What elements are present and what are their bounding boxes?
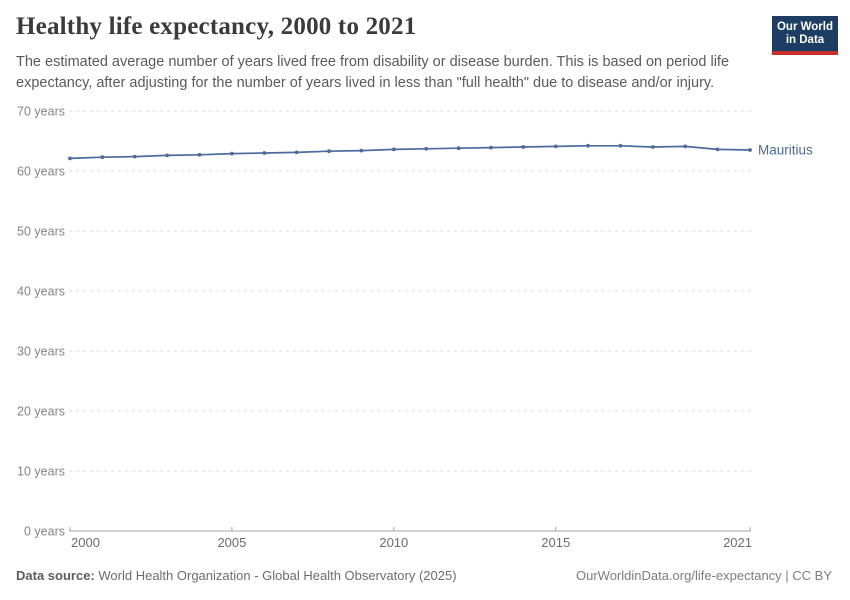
data-point[interactable]: [262, 151, 267, 155]
data-point[interactable]: [165, 153, 170, 158]
y-axis-tick-label: 60 years: [17, 165, 65, 179]
data-point[interactable]: [521, 145, 526, 149]
y-axis-tick-label: 50 years: [17, 225, 65, 239]
data-source: Data source: World Health Organization -…: [16, 568, 457, 583]
y-axis-tick-label: 30 years: [17, 345, 65, 359]
x-axis-tick-label: 2005: [217, 535, 246, 550]
data-point[interactable]: [230, 151, 234, 156]
data-point[interactable]: [586, 143, 590, 148]
data-source-text: World Health Organization - Global Healt…: [98, 568, 457, 583]
data-point[interactable]: [132, 154, 137, 159]
data-point[interactable]: [748, 148, 752, 152]
y-axis-tick-label: 40 years: [17, 285, 65, 299]
data-point[interactable]: [359, 148, 364, 153]
data-source-label: Data source:: [16, 568, 95, 583]
data-point[interactable]: [683, 144, 688, 149]
data-point[interactable]: [489, 145, 493, 150]
owid-logo-stripe: [772, 51, 838, 55]
x-axis-tick-label: 2000: [71, 535, 100, 550]
data-point[interactable]: [456, 146, 461, 151]
x-axis-tick-label: 2021: [723, 535, 752, 550]
series-label[interactable]: Mauritius: [758, 143, 813, 158]
data-point[interactable]: [424, 146, 429, 151]
series-line[interactable]: [69, 144, 751, 160]
data-point[interactable]: [651, 145, 655, 149]
owid-logo: Our World in Data: [772, 16, 838, 55]
chart-subtitle: The estimated average number of years li…: [16, 54, 730, 91]
y-axis-tick-label: 70 years: [17, 105, 65, 119]
data-point[interactable]: [294, 150, 299, 155]
data-point[interactable]: [553, 144, 558, 149]
data-point[interactable]: [197, 152, 202, 157]
data-point[interactable]: [715, 147, 720, 152]
data-point[interactable]: [68, 156, 72, 161]
owid-logo-line2: in Data: [785, 34, 825, 46]
credit-link: OurWorldinData.org/life-expectancy | CC …: [575, 568, 832, 583]
data-point[interactable]: [100, 155, 105, 160]
chart-footer: Data source: World Health Organization -…: [16, 568, 832, 583]
x-axis-tick-label: 2015: [541, 535, 570, 550]
data-point[interactable]: [327, 149, 331, 154]
y-axis-tick-label: 10 years: [17, 465, 65, 479]
page-title: Healthy life expectancy, 2000 to 2021: [16, 13, 417, 40]
y-axis-tick-label: 0 years: [24, 525, 65, 539]
owid-logo-line1: Our World: [776, 21, 833, 33]
data-point[interactable]: [618, 143, 623, 148]
data-point[interactable]: [391, 147, 396, 152]
x-axis-tick-label: 2010: [379, 535, 408, 550]
y-axis-tick-label: 20 years: [17, 405, 65, 419]
